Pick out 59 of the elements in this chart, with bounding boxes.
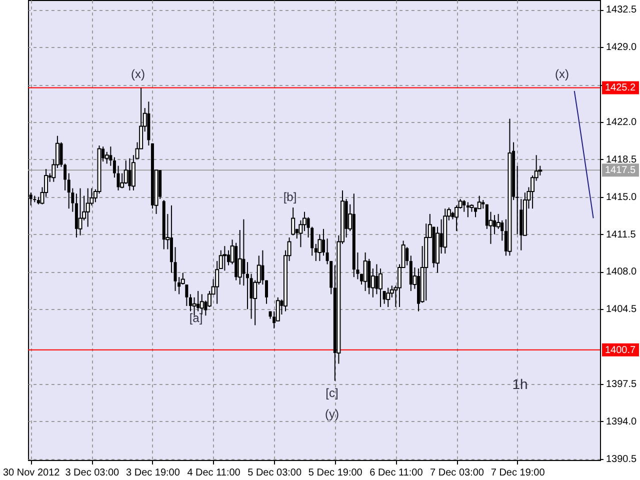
candlestick	[466, 202, 470, 218]
y-tick-label: 1411.5	[606, 229, 636, 240]
annotation: [b]	[283, 190, 297, 204]
x-tick-label: 7 Dec 19:00	[490, 468, 546, 478]
ref-line-label: 1425.2	[605, 82, 636, 94]
x-tick-label: 5 Dec 03:00	[248, 468, 302, 478]
y-tick-label: 1418.5	[606, 154, 638, 166]
x-tick-label: 7 Dec 03:00	[430, 468, 484, 478]
x-tick-label: 3 Dec 03:00	[65, 468, 120, 478]
candlestick	[406, 246, 409, 266]
y-tick-label: 1397.5	[606, 379, 638, 390]
annotation: [c]	[326, 386, 338, 400]
x-tick-label: 30 Nov 2012	[2, 468, 60, 478]
candlestick	[112, 156, 116, 178]
candlestick	[261, 250, 264, 286]
y-tick-label: 1408.0	[606, 266, 638, 278]
y-tick-label: 1415.0	[606, 192, 638, 203]
candlestick	[314, 243, 318, 262]
candlestick	[86, 188, 90, 228]
candlestick	[409, 255, 412, 292]
candlestick	[375, 264, 378, 295]
x-tick-label: 5 Dec 19:00	[308, 468, 363, 478]
x-tick-label: 3 Dec 19:00	[126, 468, 180, 478]
candlestick	[462, 200, 466, 212]
candlestick	[67, 172, 70, 210]
candlestick	[382, 290, 386, 304]
candlestick	[246, 262, 249, 310]
line-series	[574, 90, 594, 219]
ref-line-label: 1400.7	[605, 344, 636, 356]
candlestick	[174, 246, 177, 292]
candlestick	[386, 287, 390, 308]
y-tick-label: 1429.0	[606, 42, 638, 54]
annotation: [a]	[189, 311, 203, 325]
ref-line-label: 1417.5	[605, 165, 636, 176]
x-tick-label: 4 Dec 11:00	[187, 468, 241, 478]
candlestick	[363, 252, 368, 292]
candlestick	[222, 246, 227, 272]
candlestick	[477, 195, 482, 210]
y-tick-label: 1404.5	[606, 304, 638, 316]
y-tick-label: 1432.5	[606, 4, 638, 16]
annotation: (x)	[131, 67, 145, 81]
candlestick	[291, 207, 296, 236]
candlestick	[78, 188, 82, 236]
y-tick-label: 1394.0	[606, 416, 638, 428]
candlestick	[109, 146, 112, 166]
candlestick	[378, 268, 383, 308]
annotation: 1h	[512, 376, 528, 392]
candlestick	[185, 284, 188, 306]
y-tick-label: 1390.5	[606, 454, 638, 465]
candlestick	[242, 218, 246, 286]
y-tick-label: 1422.0	[606, 116, 638, 128]
annotation: (x)	[555, 67, 569, 81]
x-tick-label: 6 Dec 11:00	[370, 468, 424, 478]
candlestick	[264, 280, 268, 304]
candlestick	[196, 290, 200, 312]
candlestick	[128, 158, 132, 191]
candlestick	[116, 165, 120, 191]
candlestick	[516, 165, 519, 235]
annotation: (y)	[325, 407, 339, 421]
